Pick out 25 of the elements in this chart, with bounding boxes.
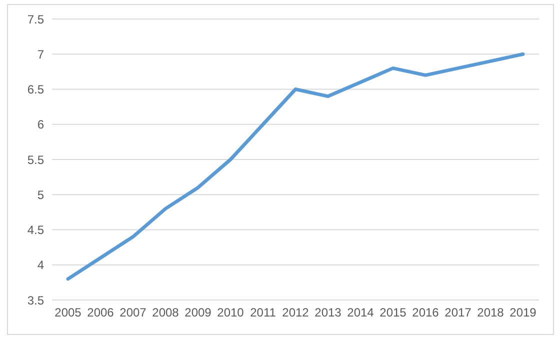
x-tick-label: 2015 (380, 306, 407, 320)
y-tick-label: 7 (37, 47, 44, 62)
x-tick-label: 2017 (444, 306, 472, 320)
y-tick-label: 4.5 (27, 223, 44, 238)
y-tick-label: 6.5 (27, 82, 44, 97)
x-tick-label: 2011 (250, 306, 276, 320)
x-tick-label: 2005 (54, 306, 82, 320)
y-tick-label: 6 (37, 118, 44, 132)
x-tick-label: 2008 (152, 306, 180, 320)
x-tick-label: 2018 (477, 306, 504, 320)
y-tick-label: 5.5 (27, 152, 44, 167)
y-tick-label: 5 (37, 188, 44, 202)
x-tick-label: 2007 (120, 306, 147, 320)
x-tick-label: 2019 (510, 306, 537, 320)
y-tick-label: 4 (37, 258, 44, 272)
x-tick-label: 2012 (282, 306, 310, 320)
x-tick-label: 2006 (87, 306, 114, 320)
line-series (66, 52, 525, 281)
x-tick-label: 2010 (217, 306, 244, 320)
x-tick-label: 2014 (347, 306, 374, 320)
y-tick-label: 7.5 (27, 12, 44, 26)
x-tick-label: 2016 (412, 306, 440, 320)
x-tick-label: 2013 (314, 306, 342, 320)
y-tick-label: 3.5 (27, 293, 44, 308)
x-tick-label: 2009 (184, 306, 212, 320)
